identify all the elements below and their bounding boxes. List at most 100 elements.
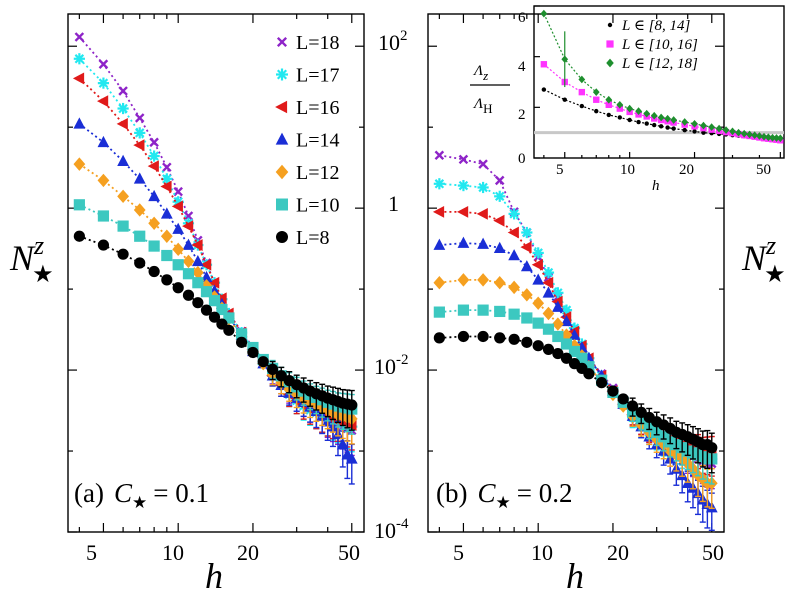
point-a-L=17 <box>73 53 85 65</box>
point-a-L=14 <box>160 207 173 219</box>
point-a-L=18 <box>173 186 183 197</box>
point-a-L=8 <box>182 289 195 301</box>
point-a-L=12 <box>117 189 129 204</box>
point-a-L=12 <box>97 173 110 188</box>
point-a-L=14 <box>73 117 86 129</box>
inset-point-L ∈ [8, 14] <box>644 121 649 126</box>
inset-point-L ∈ [8, 14] <box>665 125 670 130</box>
point-b-L=8 <box>477 330 489 343</box>
point-b-L=14 <box>433 238 446 250</box>
inset-point-L ∈ [12, 18] <box>681 118 689 126</box>
point-a-L=17 <box>97 77 110 89</box>
point-b-L=14 <box>493 241 506 253</box>
legend-marker-L=12 <box>275 164 289 180</box>
point-a-L=10 <box>235 328 248 340</box>
point-b-L=12 <box>568 338 581 353</box>
point-a-L=8 <box>172 282 184 294</box>
point-a-L=8 <box>192 297 204 309</box>
point-b-L=17 <box>494 190 506 202</box>
inset-point-L ∈ [12, 18] <box>664 114 671 123</box>
point-b-L=10 <box>521 312 533 324</box>
inset-point-L ∈ [8, 14] <box>701 130 706 135</box>
inset-point-L ∈ [8, 14] <box>692 129 697 134</box>
point-b-L=10 <box>552 330 564 343</box>
point-a-L=14 <box>117 154 129 166</box>
inset-point-L ∈ [12, 18] <box>740 129 748 138</box>
point-a-L=16 <box>72 72 85 85</box>
inset-legend-marker-1 <box>606 40 614 48</box>
inset-point-L ∈ [12, 18] <box>746 130 753 139</box>
point-a-L=14 <box>191 254 204 267</box>
point-a-L=8 <box>235 336 248 348</box>
inset-point-L ∈ [12, 18] <box>765 133 772 142</box>
point-b-L=8 <box>552 347 564 360</box>
point-a-L=16 <box>96 95 109 107</box>
point-b-L=8 <box>607 385 619 397</box>
point-a-L=17 <box>148 150 160 162</box>
point-b-L=10 <box>508 308 520 320</box>
point-a-L=10 <box>148 240 160 252</box>
point-b-L=10 <box>568 345 581 358</box>
point-b-L=14 <box>477 237 489 249</box>
inset-point-L ∈ [8, 14] <box>652 122 657 128</box>
point-a-L=12 <box>191 265 204 280</box>
point-b-L=16 <box>542 276 554 289</box>
point-b-L=14 <box>457 236 470 248</box>
point-a-L=18 <box>183 211 194 221</box>
inset-point-L ∈ [10, 16] <box>593 96 600 103</box>
point-b-L=8 <box>494 332 506 344</box>
legend-label-L=17: L=17 <box>296 65 340 87</box>
inset-ytick-6: 6 <box>518 10 526 26</box>
inset-legend-marker-0 <box>607 22 613 28</box>
point-a-L=12 <box>148 216 161 231</box>
inset-point-L ∈ [12, 18] <box>722 126 730 134</box>
point-b-L=14 <box>560 314 573 327</box>
point-b-L=10 <box>477 304 489 316</box>
inset-point-L ∈ [8, 14] <box>682 127 687 133</box>
point-b-L=12 <box>508 280 521 295</box>
inset-point-L ∈ [12, 18] <box>592 88 600 96</box>
point-b-L=16 <box>456 205 469 218</box>
point-a-L=10 <box>192 277 204 289</box>
point-a-L=8 <box>257 356 269 368</box>
point-b-L=17 <box>477 181 489 194</box>
legend-marker-L=17 <box>276 68 288 81</box>
inset-point-L ∈ [8, 14] <box>579 103 585 109</box>
point-b-L=8 <box>706 442 718 454</box>
point-a-L=14 <box>133 172 146 184</box>
inset-point-L ∈ [12, 18] <box>540 9 548 18</box>
point-b-L=14 <box>532 273 545 285</box>
point-b-L=18 <box>478 159 488 169</box>
point-a-L=10 <box>208 295 221 307</box>
point-a-L=12 <box>133 203 146 217</box>
legend-marker-L=16 <box>275 100 288 114</box>
point-b-L=16 <box>493 214 505 227</box>
legend-label-L=10: L=10 <box>296 195 340 217</box>
inset-point-L ∈ [12, 18] <box>751 131 758 140</box>
point-b-L=10 <box>457 304 470 316</box>
inset-ylabel-num: Λz <box>472 63 488 83</box>
point-a-L=16 <box>191 239 203 251</box>
point-a-L=12 <box>200 279 213 293</box>
axis-ticks <box>68 14 724 533</box>
inset-point-L ∈ [8, 14] <box>594 108 599 114</box>
point-b-L=12 <box>542 306 555 321</box>
inset-point-L ∈ [12, 18] <box>773 134 780 142</box>
point-a-L=16 <box>200 258 212 271</box>
point-a-L=8 <box>223 324 235 336</box>
legend-marker-L=8 <box>276 231 288 243</box>
inset-point-L ∈ [10, 16] <box>578 88 586 96</box>
inset-point-L ∈ [12, 18] <box>769 133 776 142</box>
xtick-b-20: 20 <box>607 540 629 565</box>
inset-point-L ∈ [8, 14] <box>671 126 676 131</box>
point-a-L=18 <box>149 137 159 148</box>
inset-point-L ∈ [8, 14] <box>627 117 632 123</box>
point-a-L=8 <box>117 248 129 260</box>
xtick-a-10: 10 <box>162 540 184 565</box>
point-b-L=14 <box>542 286 555 298</box>
point-b-L=14 <box>551 300 564 312</box>
inset-line-L ∈ [8, 14] <box>543 89 781 140</box>
point-b-L=8 <box>635 406 647 419</box>
inset-xtick-50: 50 <box>756 162 771 178</box>
